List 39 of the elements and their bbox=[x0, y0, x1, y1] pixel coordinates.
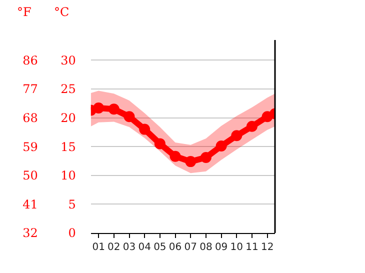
y-tick-label: 20 bbox=[60, 110, 76, 125]
x-tick-label: 02 bbox=[108, 242, 120, 253]
x-tick-label: 06 bbox=[168, 242, 182, 253]
x-tick-label: 11 bbox=[246, 242, 258, 253]
y-tick-label: 30 bbox=[60, 53, 76, 68]
point bbox=[200, 152, 212, 164]
y-tick-label: 15 bbox=[60, 140, 76, 154]
x-tick-label: 01 bbox=[92, 242, 105, 253]
x-tick-label: 04 bbox=[138, 242, 151, 253]
y2-tick-label: 32 bbox=[22, 226, 38, 240]
point bbox=[170, 150, 181, 162]
y2-tick-label: 86 bbox=[22, 53, 38, 68]
y2-tick-label: 68 bbox=[22, 110, 38, 125]
y2-tick-label: 50 bbox=[22, 168, 38, 183]
y-tick-label: 5 bbox=[68, 197, 76, 212]
point bbox=[216, 140, 227, 152]
point bbox=[185, 156, 196, 168]
x-tick-label: 12 bbox=[260, 242, 274, 253]
point bbox=[108, 104, 120, 115]
point bbox=[124, 111, 135, 122]
x-tick-label: 09 bbox=[214, 242, 228, 253]
x-tick-label: 05 bbox=[154, 242, 166, 253]
y2-tick-label: 59 bbox=[22, 140, 38, 154]
x-tick-label: 07 bbox=[184, 242, 197, 253]
point bbox=[154, 138, 166, 150]
x-tick-label: 03 bbox=[122, 242, 136, 253]
point bbox=[246, 120, 258, 132]
point bbox=[139, 124, 150, 135]
y-tick-label: 10 bbox=[60, 168, 76, 183]
y2-axis-title: °F bbox=[17, 5, 32, 19]
x-tick-label: 10 bbox=[230, 242, 244, 253]
point bbox=[231, 130, 242, 142]
point bbox=[93, 102, 104, 114]
y-axis-title: °C bbox=[54, 5, 70, 19]
y2-tick-label: 41 bbox=[22, 197, 38, 212]
y2-tick-label: 77 bbox=[22, 82, 38, 96]
y-tick-label: 0 bbox=[68, 226, 76, 240]
y-tick-label: 25 bbox=[60, 82, 76, 96]
x-tick-label: 08 bbox=[200, 242, 212, 253]
